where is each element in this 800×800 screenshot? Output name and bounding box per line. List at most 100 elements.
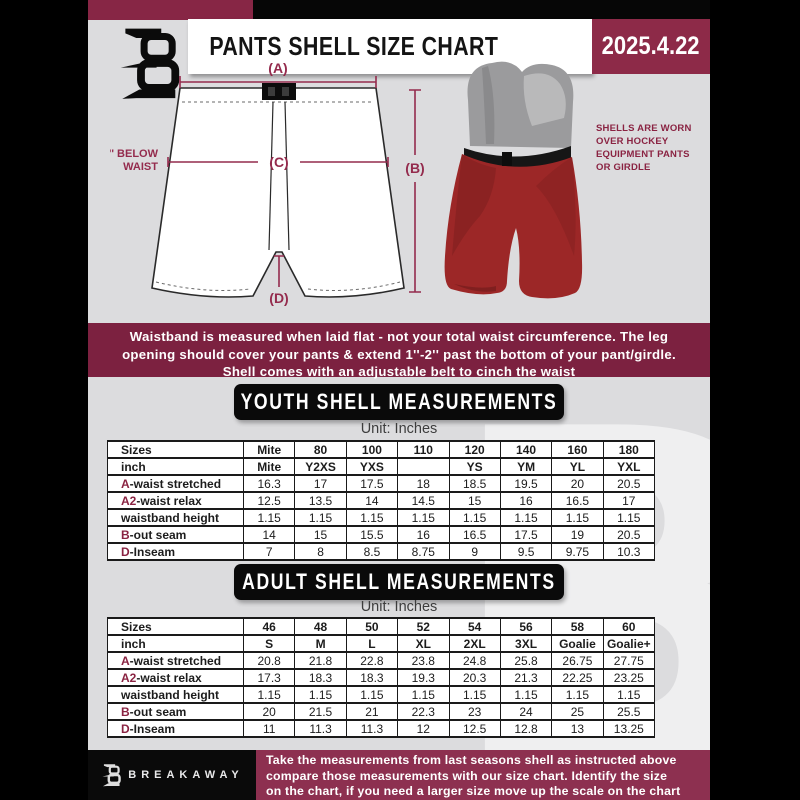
value-cell: 12	[397, 719, 450, 738]
value-cell: 60	[602, 617, 656, 636]
value-cell: 25.5	[602, 702, 656, 721]
value-cell: 20.5	[602, 474, 656, 493]
value-cell: 24	[499, 702, 553, 721]
row-label-cell: A-waist stretched	[107, 651, 244, 670]
table-row: waistband height 1.15 1.15 1.15 1.15 1.15 1.15…	[107, 685, 656, 704]
value-cell: 10.3	[602, 542, 656, 561]
value-cell: 23.25	[602, 668, 656, 687]
below-waist-label-line2: WAIST	[123, 161, 158, 173]
value-cell: 18.3	[345, 668, 399, 687]
value-cell: 17.5	[499, 525, 553, 544]
value-cell: 13	[551, 719, 604, 738]
date-badge: 2025.4.22	[592, 19, 710, 74]
value-cell: 1.15	[242, 685, 296, 704]
value-cell: 8.5	[345, 542, 399, 561]
table-row: Sizes 46 48 50 52 54 56 58 60	[107, 617, 656, 636]
youth-unit-label: Unit: Inches	[360, 421, 438, 437]
value-cell: 13.25	[602, 719, 656, 738]
value-cell: 20.5	[602, 525, 656, 544]
value-cell: 12.8	[499, 719, 553, 738]
value-cell: 16	[499, 491, 553, 510]
footer-line: on the chart, if you need a larger size …	[266, 784, 681, 798]
table-row: D-Inseam 11 11.3 11.3 12 12.5 12.8 13 13.25	[107, 719, 656, 738]
shell-measurement-diagram: (A) (C) (B) (D) 7'' BELOW WAIST	[110, 60, 425, 306]
value-cell: 27.75	[602, 651, 656, 670]
value-cell: 8.75	[397, 542, 450, 561]
value-cell: 50	[345, 617, 399, 636]
size-chart-page: B PANTS SHELL SIZE CHART 2025.4.22 (A) (…	[88, 0, 710, 800]
instruction-banner: Waistband is measured when laid flat - n…	[88, 323, 710, 379]
table-row: A2-waist relax 17.3 18.3 18.3 19.3 20.3 21.3 22…	[107, 668, 656, 687]
table-row: A-waist stretched 16.3 17 17.5 18 18.5 19.5 20 2…	[107, 474, 656, 493]
value-cell: YM	[499, 457, 553, 476]
row-label-cell: Sizes	[107, 617, 244, 636]
row-label-cell: waistband height	[107, 508, 244, 527]
value-cell: 1.15	[242, 508, 296, 527]
value-cell: 14.5	[397, 491, 450, 510]
value-cell: 12.5	[448, 719, 501, 738]
value-cell: 19.3	[397, 668, 450, 687]
value-cell: 16.5	[448, 525, 501, 544]
side-note-line: OR GIRDLE	[596, 162, 651, 173]
value-cell: 16.3	[242, 474, 296, 493]
value-cell: 14	[345, 491, 399, 510]
date-text: 2025.4.22	[602, 32, 700, 60]
measure-letter: D	[121, 544, 130, 559]
below-waist-label-line1: 7'' BELOW	[110, 148, 159, 160]
value-cell: 54	[448, 617, 501, 636]
table-row: inch Mite Y2XS YXS YS YM YL YXL	[107, 457, 656, 476]
value-cell: 12.5	[242, 491, 296, 510]
side-note: SHELLS ARE WORN OVER HOCKEY EQUIPMENT PA…	[596, 122, 710, 174]
value-cell: 1.15	[294, 685, 347, 704]
value-cell: 18.5	[448, 474, 501, 493]
value-cell: 16	[397, 525, 450, 544]
measure-letter: D	[121, 721, 130, 736]
value-cell: 20.3	[448, 668, 501, 687]
value-cell: 1.15	[602, 508, 656, 527]
measure-label-c: (C)	[269, 154, 288, 170]
value-cell: 9	[448, 542, 501, 561]
value-cell: 9.75	[551, 542, 604, 561]
value-cell: 20.8	[242, 651, 296, 670]
value-cell: YS	[448, 457, 501, 476]
value-cell: XL	[397, 634, 450, 653]
value-cell: 15.5	[345, 525, 399, 544]
value-cell: 80	[294, 440, 347, 459]
value-cell: 9.5	[499, 542, 553, 561]
footer-line: compare those measurements with our size…	[266, 768, 668, 783]
top-black-strip	[253, 0, 710, 20]
measure-label-b: (B)	[405, 160, 424, 176]
value-cell: 3XL	[499, 634, 553, 653]
measure-letter: A2	[121, 493, 137, 508]
row-label-cell: B-out seam	[107, 702, 244, 721]
row-label-cell: A2-waist relax	[107, 491, 244, 510]
value-cell: 1.15	[448, 508, 501, 527]
value-cell: 17.3	[242, 668, 296, 687]
value-cell: 1.15	[499, 508, 553, 527]
breakaway-b-logo	[120, 28, 180, 99]
value-cell: 22.25	[551, 668, 604, 687]
value-cell: Mite	[242, 457, 296, 476]
row-label-cell: D-Inseam	[107, 542, 244, 561]
value-cell: 56	[499, 617, 553, 636]
value-cell: 20	[242, 702, 296, 721]
belt-buckle	[262, 83, 296, 100]
banner-line: Shell comes with an adjustable belt to c…	[222, 364, 576, 379]
row-label-cell: B-out seam	[107, 525, 244, 544]
measure-letter: A	[121, 476, 130, 491]
row-label-cell: inch	[107, 634, 244, 653]
breakaway-b-logo-small	[102, 764, 122, 787]
value-cell: Goalie	[551, 634, 604, 653]
value-cell: 16.5	[551, 491, 604, 510]
footer-line: Take the measurements from last seasons …	[266, 753, 677, 767]
page-title: PANTS SHELL SIZE CHART	[209, 31, 499, 61]
value-cell: 17	[602, 491, 656, 510]
value-cell: 11.3	[294, 719, 347, 738]
value-cell: 52	[397, 617, 450, 636]
youth-section-title: YOUTH SHELL MEASUREMENTS	[240, 389, 558, 414]
value-cell: 1.15	[551, 508, 604, 527]
value-cell: 110	[397, 440, 450, 459]
table-row: inch S M L XL 2XL 3XL Goalie Goalie+	[107, 634, 656, 653]
measure-letter: A	[121, 653, 130, 668]
value-cell: 21.3	[499, 668, 553, 687]
